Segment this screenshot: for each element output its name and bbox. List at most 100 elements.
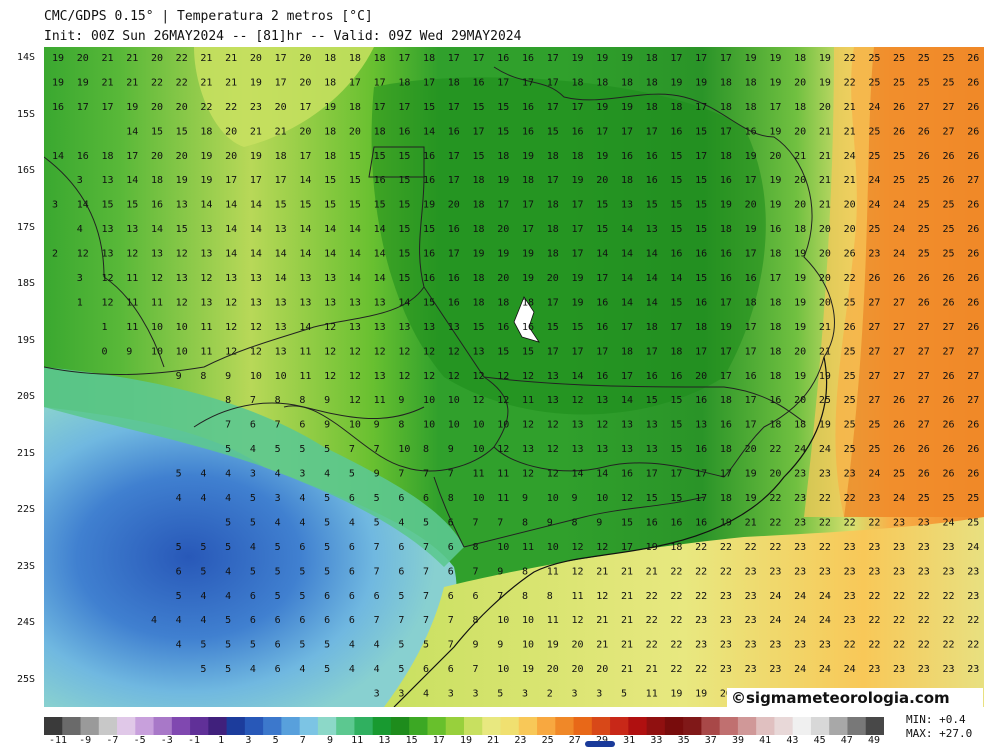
colorbar-swatch [299, 717, 319, 735]
temp-value: 23 [844, 615, 856, 626]
temp-value: 14 [324, 249, 336, 260]
temp-value: 25 [893, 469, 905, 480]
temp-value: 7 [423, 615, 429, 626]
temp-value: 7 [398, 469, 404, 480]
temp-value: 19 [720, 200, 732, 211]
lat-label: 17S [17, 221, 36, 233]
temp-value: 19 [200, 175, 212, 186]
temp-value: 21 [819, 126, 831, 137]
temp-value: 23 [794, 542, 806, 553]
temp-value: 5 [324, 640, 330, 651]
temp-value: 6 [448, 664, 454, 675]
temp-value: 19 [621, 53, 633, 64]
temp-value: 6 [398, 493, 404, 504]
temp-value: 24 [868, 469, 880, 480]
temp-value: 6 [299, 542, 305, 553]
temp-value: 15 [695, 126, 707, 137]
temp-value: 23 [893, 517, 905, 528]
temp-value: 16 [745, 371, 757, 382]
temp-value: 18 [646, 322, 658, 333]
temp-value: 17 [621, 126, 633, 137]
temp-value: 27 [918, 420, 930, 431]
temp-value: 16 [720, 249, 732, 260]
temp-value: 8 [225, 395, 231, 406]
temp-value: 2 [547, 689, 553, 700]
temp-value: 7 [349, 444, 355, 455]
temp-value: 18 [547, 249, 559, 260]
temp-value: 20 [745, 200, 757, 211]
temp-value: 18 [720, 151, 732, 162]
temp-value: 27 [967, 175, 979, 186]
temp-value: 13 [101, 224, 113, 235]
temp-value: 7 [225, 420, 231, 431]
temp-value: 27 [868, 346, 880, 357]
temp-value: 19 [77, 77, 89, 88]
warm-band-east [835, 47, 984, 517]
temp-value: 18 [670, 346, 682, 357]
temp-value: 17 [670, 53, 682, 64]
temp-value: 4 [398, 517, 404, 528]
temp-value: 20 [844, 200, 856, 211]
temp-value: 17 [275, 53, 287, 64]
temp-value: 20 [225, 126, 237, 137]
temp-value: 12 [522, 371, 534, 382]
temp-value: 25 [868, 77, 880, 88]
temp-value: 3 [596, 689, 602, 700]
temp-value: 15 [398, 273, 410, 284]
colorbar-swatch [135, 717, 155, 735]
temp-value: 27 [943, 322, 955, 333]
temp-value: 8 [275, 395, 281, 406]
temp-value: 16 [720, 273, 732, 284]
temp-value: 27 [943, 126, 955, 137]
temp-value: 22 [695, 566, 707, 577]
colorbar-swatch [591, 717, 611, 735]
temp-value: 17 [374, 77, 386, 88]
temp-value: 13 [547, 395, 559, 406]
reservoir [513, 296, 540, 343]
colorbar-swatch [774, 717, 794, 735]
temp-value: 15 [423, 102, 435, 113]
temp-value: 6 [275, 640, 281, 651]
temp-value: 22 [844, 77, 856, 88]
colorbar-swatch [573, 717, 593, 735]
colorbar-swatch [847, 717, 867, 735]
temp-value: 21 [596, 566, 608, 577]
temp-value: 26 [893, 126, 905, 137]
colorbar-swatch [646, 717, 666, 735]
temp-value: 12 [225, 346, 237, 357]
temp-value: 6 [324, 591, 330, 602]
temp-value: 27 [893, 322, 905, 333]
colorbar-swatch [500, 717, 520, 735]
temp-value: 12 [473, 395, 485, 406]
colorbar-tick-label: 3 [245, 735, 252, 746]
colorbar-tick-label: 17 [432, 735, 445, 746]
temp-value: 25 [819, 395, 831, 406]
temp-value: 27 [868, 322, 880, 333]
temp-value: 11 [151, 297, 163, 308]
temp-value: 22 [670, 640, 682, 651]
run-info: Init: 00Z Sun 26MAY2024 -- [81]hr -- Val… [44, 29, 522, 44]
temp-value: 18 [473, 200, 485, 211]
temp-value: 18 [522, 297, 534, 308]
temp-value: 26 [943, 395, 955, 406]
temp-value: 7 [423, 542, 429, 553]
temp-value: 16 [522, 126, 534, 137]
temp-value: 18 [720, 395, 732, 406]
colorbar-tick-label: 19 [459, 735, 473, 746]
temp-value: 10 [349, 420, 361, 431]
temp-value: 18 [200, 126, 212, 137]
temp-value: 15 [101, 200, 113, 211]
temp-value: 7 [374, 542, 380, 553]
temp-value: 14 [621, 395, 633, 406]
colorbar-tick-label: 7 [299, 735, 306, 746]
temp-value: 10 [522, 640, 534, 651]
temp-value: 19 [52, 53, 64, 64]
temp-value: 22 [695, 591, 707, 602]
temp-value: 22 [868, 640, 880, 651]
temp-value: 23 [893, 664, 905, 675]
temp-value: 18 [621, 175, 633, 186]
temp-value: 11 [522, 395, 534, 406]
temp-value: 27 [918, 371, 930, 382]
temp-value: 19 [522, 664, 534, 675]
temp-value: 20 [571, 640, 583, 651]
